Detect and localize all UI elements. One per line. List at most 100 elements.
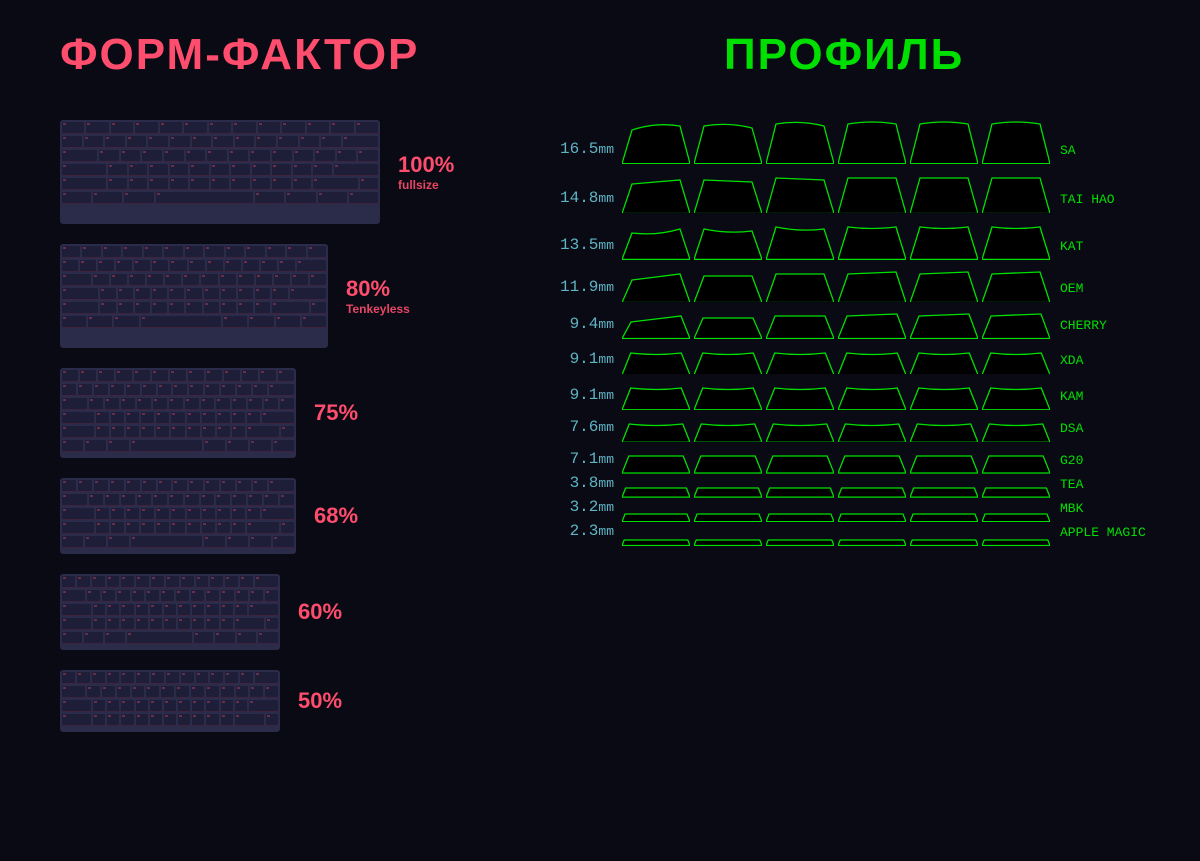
key [92,576,105,588]
key [89,398,103,410]
profile-height-mm: 2.3mm [534,522,622,546]
key [129,178,147,190]
key [189,384,203,396]
key [121,576,134,588]
key [282,122,304,134]
key [334,164,378,176]
cap-silhouette [694,534,762,546]
key [131,536,201,548]
form-factor-percent: 100% [398,152,454,178]
key [206,618,218,630]
key [121,150,141,162]
cap-silhouette [766,118,834,164]
key [310,274,326,286]
key [217,508,230,520]
key [232,508,245,520]
cap-silhouette [838,418,906,442]
key [262,508,294,520]
key [258,632,278,644]
key [311,302,326,314]
key [211,164,229,176]
key [356,122,378,134]
keyboard-illustration [60,574,280,650]
key [242,370,258,382]
key [225,260,241,272]
key [278,370,294,382]
key [93,714,105,726]
cap-silhouette [694,450,762,473]
key [111,508,124,520]
key [87,686,100,698]
key [249,316,273,328]
key [87,590,100,602]
key [127,632,192,644]
form-factor-percent: 68% [314,503,358,529]
key [141,412,154,424]
key [321,136,341,148]
key [146,590,159,602]
key [96,426,109,438]
key [105,136,125,148]
key [149,164,167,176]
profile-cap-row [622,221,1050,259]
key [156,522,169,534]
form-factor-column: ФОРМ-ФАКТОР 100%fullsize80%Tenkeyless75%… [60,30,494,841]
key [220,274,236,286]
key [78,480,92,492]
key [294,150,314,162]
key [178,604,190,616]
key [62,714,91,726]
profile-height-mm: 9.4mm [534,315,622,339]
key [287,246,305,258]
cap-silhouette [766,310,834,339]
key [187,522,200,534]
key [349,192,378,204]
key [169,398,183,410]
key [164,700,176,712]
key [192,136,212,148]
infographic-page: ФОРМ-ФАКТОР 100%fullsize80%Tenkeyless75%… [0,0,1200,861]
key [110,480,124,492]
key [161,590,174,602]
key [221,686,234,698]
key [121,604,133,616]
key [111,426,124,438]
key [126,508,139,520]
key [307,122,329,134]
key [124,192,153,204]
key [186,150,206,162]
key [141,508,154,520]
key [272,150,292,162]
key [238,274,254,286]
key [204,440,225,452]
key [187,426,200,438]
key [161,686,174,698]
key [107,672,120,684]
key [217,522,230,534]
key [121,700,133,712]
cap-silhouette [910,268,978,303]
cap-silhouette [910,118,978,164]
key [136,700,148,712]
key [221,618,233,630]
key [255,192,284,204]
cap-silhouette [766,508,834,522]
profile-height-mm: 7.6mm [534,418,622,442]
form-factor-label: 60% [298,599,342,625]
key [196,672,209,684]
key [169,288,184,300]
cap-silhouette [910,382,978,410]
key [62,164,106,176]
cap-silhouette [694,482,762,497]
key [217,412,230,424]
key [166,576,179,588]
key [107,618,119,630]
key [313,164,331,176]
cap-silhouette [694,347,762,375]
key [142,384,156,396]
key [137,494,151,506]
form-factor-list: 100%fullsize80%Tenkeyless75%68%60%50% [60,120,494,732]
key [253,384,267,396]
profile-cap-row [622,418,1050,442]
profile-list: 16.5mmSA14.8mmTAI HAO13.5mmKAT11.9mmOEM9… [534,110,1160,546]
